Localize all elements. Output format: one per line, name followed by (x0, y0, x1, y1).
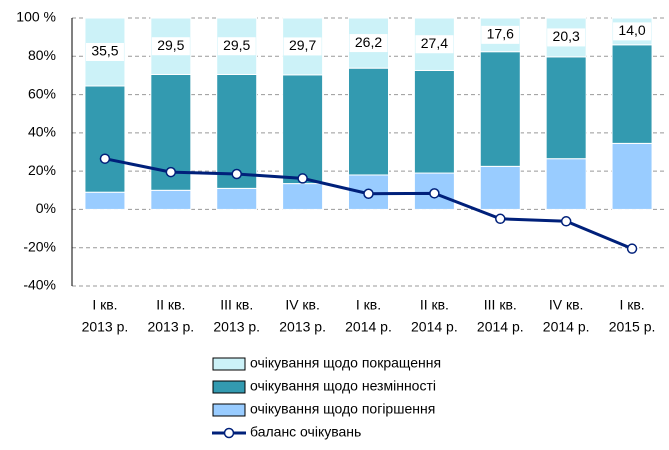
x-tick-label: 2013 р. (147, 319, 194, 335)
bar-segment (282, 183, 324, 210)
legend-label: баланс очікувань (250, 424, 361, 440)
bar-segment (545, 56, 587, 160)
x-tick-label: 2014 р. (411, 319, 458, 335)
bar-segment (479, 51, 521, 167)
data-label: 27,4 (421, 35, 448, 51)
x-tick-label: I кв. (356, 297, 381, 313)
label-box (283, 37, 322, 56)
legend-swatch (212, 403, 246, 417)
bar-segment (413, 69, 455, 174)
bar-segment (545, 158, 587, 210)
line-marker (429, 188, 440, 199)
data-label: 29,5 (223, 37, 250, 53)
data-label: 29,7 (289, 37, 316, 53)
bar-segment (611, 142, 653, 210)
x-tick-label: IV кв. (285, 297, 320, 313)
x-tick-label: 2015 р. (609, 319, 656, 335)
bar-segment (84, 191, 126, 210)
data-label: 26,2 (355, 34, 382, 50)
label-box (547, 28, 586, 47)
bar-segment (611, 44, 653, 144)
label-box (85, 42, 124, 61)
line-marker (99, 153, 111, 164)
bar-segment (348, 67, 389, 176)
legend-swatch (212, 380, 246, 394)
x-tick-label: 2014 р. (543, 319, 590, 335)
y-tick-label: 100 % (16, 9, 56, 25)
data-label: 29,5 (157, 37, 184, 53)
bar-segment (150, 189, 192, 210)
x-tick-label: III кв. (484, 297, 517, 313)
y-tick-label: -40% (23, 277, 56, 293)
x-tick-label: IV кв. (549, 297, 584, 313)
label-box (613, 22, 652, 41)
x-tick-label: 2014 р. (477, 319, 524, 335)
y-tick-label: 60% (28, 85, 56, 101)
label-box (481, 25, 520, 44)
data-label: 35,5 (91, 43, 118, 59)
line-marker (165, 166, 177, 178)
legend-label: очікування щодо покращення (250, 355, 441, 371)
data-label: 17,6 (487, 26, 514, 42)
x-tick-label: 2013 р. (213, 319, 260, 335)
label-box (151, 37, 190, 56)
y-tick-label: 20% (28, 162, 56, 178)
x-tick-label: 2014 р. (345, 319, 392, 335)
label-box (217, 37, 256, 56)
label-box (349, 34, 388, 53)
bar-segment (84, 85, 126, 193)
y-tick-label: 80% (28, 47, 56, 63)
legend-label: очікування щодо погіршення (250, 401, 435, 417)
x-tick-label: I кв. (92, 297, 117, 313)
line-marker (495, 213, 506, 225)
line-marker (626, 243, 638, 254)
line-marker (231, 168, 242, 180)
x-tick-label: 2013 р. (279, 319, 326, 335)
bar-segment (282, 74, 324, 185)
legend-swatch (212, 357, 246, 371)
x-tick-label: 2013 р. (82, 319, 129, 335)
data-label: 14,0 (618, 22, 645, 38)
x-tick-label: II кв. (156, 297, 185, 313)
line-marker (363, 188, 374, 199)
legend-label: очікування щодо незмінності (250, 378, 436, 394)
label-box (415, 35, 454, 54)
line-marker (560, 216, 572, 227)
data-label: 20,3 (553, 28, 580, 44)
y-tick-label: -20% (23, 238, 56, 254)
bar-segment (216, 187, 258, 210)
x-tick-label: I кв. (619, 297, 644, 313)
y-tick-label: 0% (36, 200, 56, 216)
bar-segment (479, 165, 521, 210)
line-marker (297, 173, 308, 184)
y-tick-label: 40% (28, 124, 56, 140)
x-tick-label: III кв. (220, 297, 253, 313)
legend-marker (223, 427, 235, 439)
x-tick-label: II кв. (420, 297, 449, 313)
